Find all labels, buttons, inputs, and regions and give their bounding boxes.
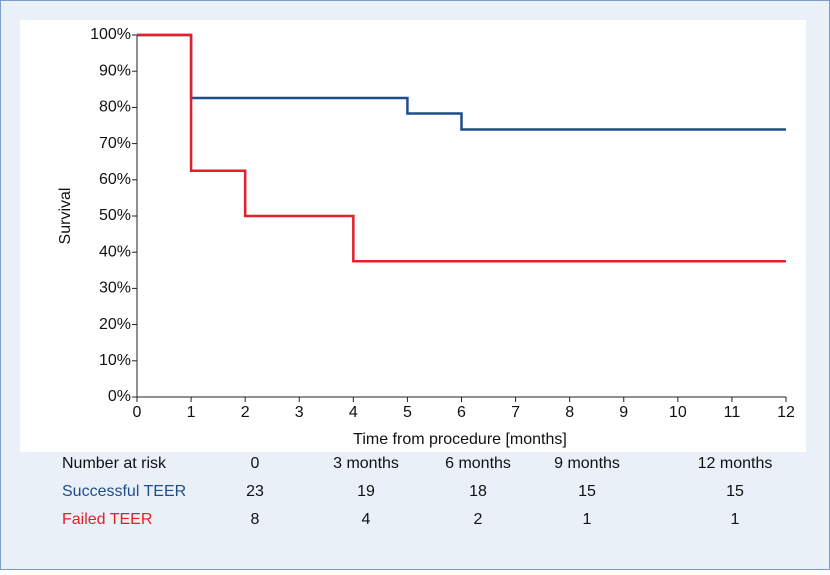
x-tick-label: 3: [295, 404, 304, 421]
x-tick-label: 5: [403, 404, 412, 421]
x-tick-label: 8: [565, 404, 574, 421]
y-axis-label: Survival: [57, 188, 74, 245]
risk-table-column: 6 months: [445, 455, 511, 472]
x-tick-label: 10: [669, 404, 687, 421]
risk-table-column: 9 months: [554, 455, 620, 472]
risk-table-value: 23: [246, 483, 264, 500]
y-tick-label: 100%: [90, 26, 131, 43]
risk-table-column: 3 months: [333, 455, 399, 472]
y-tick-label: 0%: [108, 388, 131, 405]
risk-table-title: Number at risk: [62, 455, 167, 472]
risk-table-column: 0: [251, 455, 260, 472]
risk-table-value: 15: [578, 483, 596, 500]
x-axis-label: Time from procedure [months]: [353, 431, 567, 448]
y-tick-label: 60%: [99, 171, 131, 188]
y-tick-label: 90%: [99, 62, 131, 79]
risk-table-value: 8: [251, 511, 260, 528]
x-tick-label: 12: [777, 404, 795, 421]
y-tick-label: 30%: [99, 280, 131, 297]
survival-line: [137, 33, 786, 263]
risk-table-value: 15: [726, 483, 744, 500]
x-tick-label: 4: [349, 404, 358, 421]
x-tick-label: 0: [133, 404, 142, 421]
x-tick-label: 2: [241, 404, 250, 421]
y-tick-label: 20%: [99, 316, 131, 333]
y-tick-label: 80%: [99, 99, 131, 116]
plot-panel: [20, 20, 806, 452]
y-tick-label: 10%: [99, 352, 131, 369]
risk-table-row-label: Failed TEER: [62, 511, 152, 528]
risk-table-column: 12 months: [698, 455, 773, 472]
x-tick-label: 9: [619, 404, 628, 421]
x-tick-label: 1: [187, 404, 196, 421]
risk-table-value: 18: [469, 483, 487, 500]
y-tick-label: 50%: [99, 207, 131, 224]
risk-table-value: 1: [731, 511, 740, 528]
x-tick-label: 11: [724, 404, 741, 421]
x-tick-label: 7: [511, 404, 520, 421]
risk-table-value: 1: [583, 511, 592, 528]
risk-table-value: 2: [474, 511, 483, 528]
y-tick-label: 40%: [99, 243, 131, 260]
y-tick-label: 70%: [99, 135, 131, 152]
risk-table-row-label: Successful TEER: [62, 483, 186, 500]
risk-table-value: 4: [362, 511, 371, 528]
x-tick-label: 6: [457, 404, 466, 421]
risk-table-value: 19: [357, 483, 375, 500]
